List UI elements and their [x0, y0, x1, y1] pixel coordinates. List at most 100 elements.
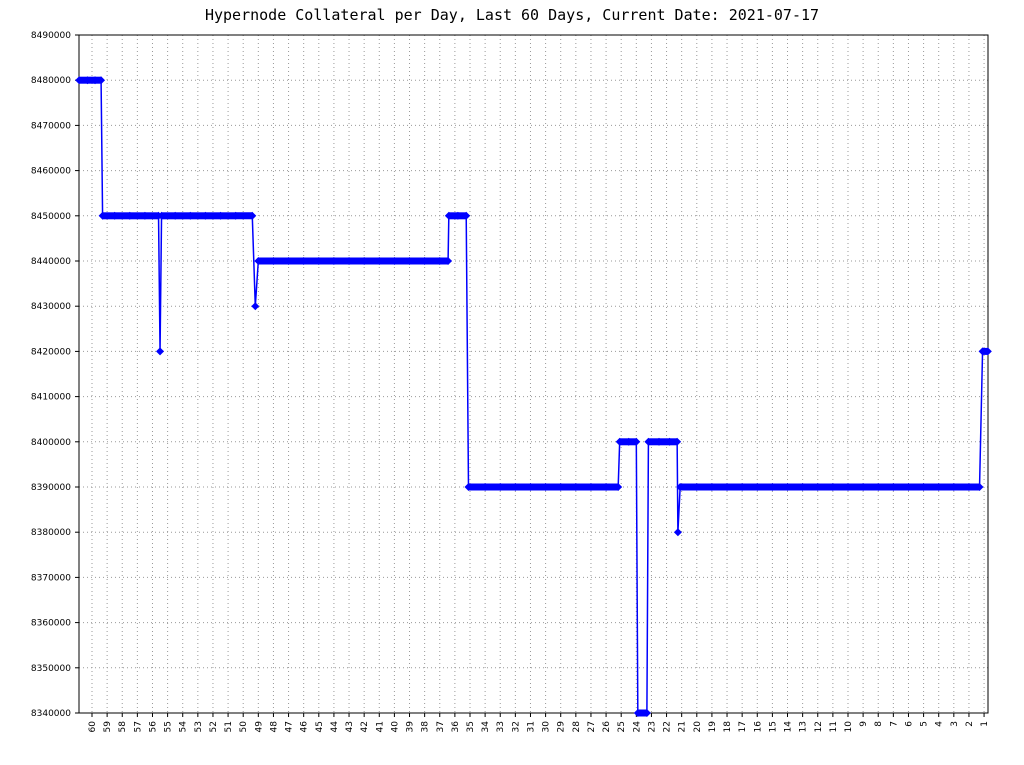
data-point: [692, 483, 701, 491]
x-tick-label: 40: [390, 721, 400, 733]
data-point: [444, 257, 453, 265]
data-point: [405, 257, 414, 265]
x-tick-label: 1: [980, 721, 990, 727]
data-point: [602, 483, 611, 491]
y-tick-label: 8400000: [31, 438, 71, 448]
y-tick-label: 8420000: [31, 347, 71, 357]
data-point: [360, 257, 369, 265]
data-point: [420, 257, 429, 265]
x-tick-label: 7: [889, 721, 899, 727]
data-point: [140, 211, 149, 220]
data-point: [665, 437, 674, 446]
data-point: [171, 211, 180, 220]
data-point: [375, 257, 384, 265]
y-tick-label: 8380000: [31, 528, 71, 538]
data-point: [284, 257, 293, 265]
data-point: [526, 483, 535, 491]
data-point: [496, 483, 505, 491]
data-point: [541, 483, 550, 491]
data-point: [642, 709, 651, 717]
data-point: [978, 347, 987, 356]
data-point: [464, 483, 473, 491]
data-point: [723, 483, 732, 491]
x-tick-label: 54: [179, 721, 189, 733]
data-point: [314, 257, 323, 265]
data-point: [91, 76, 100, 85]
x-tick-label: 55: [164, 721, 174, 732]
data-point: [201, 211, 210, 220]
data-point: [614, 483, 623, 491]
x-tick-label: 33: [496, 721, 506, 732]
data-point: [216, 211, 225, 220]
x-tick-label: 5: [920, 721, 930, 727]
data-point: [964, 483, 973, 491]
data-point: [654, 437, 663, 446]
x-tick-label: 16: [753, 721, 763, 733]
x-tick-label: 15: [768, 721, 778, 732]
data-point: [644, 437, 653, 446]
x-tick-label: 23: [647, 721, 657, 732]
data-point: [983, 347, 992, 356]
x-tick-label: 57: [133, 721, 143, 732]
x-tick-label: 41: [375, 721, 385, 732]
x-tick-label: 34: [481, 721, 491, 733]
data-point: [556, 483, 565, 491]
x-tick-label: 50: [239, 721, 249, 733]
data-point: [110, 211, 119, 220]
x-tick-label: 13: [799, 721, 809, 732]
data-point: [345, 257, 354, 265]
data-point: [97, 76, 106, 85]
x-tick-label: 36: [451, 721, 461, 733]
y-tick-label: 8490000: [31, 31, 71, 41]
x-tick-label: 46: [300, 721, 310, 733]
x-tick-label: 25: [617, 721, 627, 732]
x-tick-label: 26: [602, 721, 612, 733]
x-tick-label: 29: [557, 721, 567, 733]
data-point: [254, 257, 263, 265]
x-tick-label: 14: [784, 721, 794, 733]
data-point: [632, 437, 641, 446]
y-tick-label: 8440000: [31, 257, 71, 267]
x-tick-label: 37: [436, 721, 446, 732]
y-tick-label: 8390000: [31, 483, 71, 493]
x-tick-label: 51: [224, 721, 234, 732]
data-point: [843, 483, 852, 491]
x-tick-label: 53: [194, 721, 204, 732]
data-point: [813, 483, 822, 491]
data-point: [673, 528, 682, 537]
x-tick-label: 30: [542, 721, 552, 733]
x-tick-label: 49: [254, 721, 264, 733]
data-point: [83, 76, 92, 85]
data-point: [75, 76, 84, 85]
x-tick-label: 44: [330, 721, 340, 733]
data-point: [390, 257, 399, 265]
data-point: [768, 483, 777, 491]
plot-frame: [78, 34, 989, 714]
data-point: [828, 483, 837, 491]
data-point: [904, 483, 913, 491]
x-tick-label: 31: [526, 721, 536, 732]
x-tick-label: 8: [874, 721, 884, 727]
data-point: [481, 483, 490, 491]
data-point: [156, 347, 165, 356]
data-point: [707, 483, 716, 491]
x-tick-label: 18: [723, 721, 733, 733]
data-point: [186, 211, 195, 220]
data-point: [586, 483, 595, 491]
data-point: [299, 257, 308, 265]
x-tick-label: 6: [904, 721, 914, 727]
data-point: [453, 211, 462, 220]
data-point: [753, 483, 762, 491]
x-tick-label: 20: [693, 721, 703, 733]
x-tick-label: 12: [814, 721, 824, 732]
x-tick-label: 42: [360, 721, 370, 732]
x-tick-label: 52: [209, 721, 219, 732]
x-tick-label: 2: [965, 721, 975, 727]
data-point: [934, 483, 943, 491]
data-point: [248, 211, 257, 220]
x-tick-label: 60: [88, 721, 98, 733]
x-tick-label: 11: [829, 721, 839, 732]
x-tick-label: 43: [345, 721, 355, 732]
data-point: [571, 483, 580, 491]
data-point: [874, 483, 883, 491]
